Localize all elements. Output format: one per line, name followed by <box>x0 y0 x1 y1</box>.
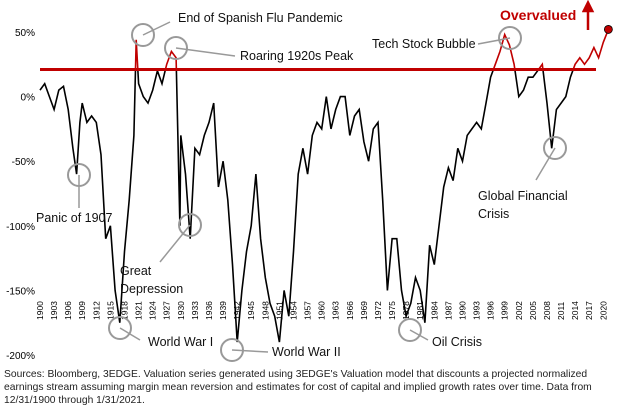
annotation-leader <box>409 329 429 341</box>
y-tick-label: 50% <box>15 28 35 39</box>
latest-point <box>603 25 613 34</box>
annotation-leader <box>175 47 236 57</box>
x-tick-label: 2017 <box>584 301 594 320</box>
annotation-label: Panic of 1907 <box>36 211 112 225</box>
chart: Overvalued 50% 0% -50% -100% -150% -200% 1900 1… <box>6 0 613 362</box>
annotation-circle <box>108 316 132 340</box>
x-tick-label: 1966 <box>345 301 355 320</box>
x-tick-label: 1927 <box>162 301 172 320</box>
x-tick-label: 1930 <box>176 301 186 320</box>
x-tick-label: 1939 <box>218 301 228 320</box>
valuation-line <box>39 69 575 343</box>
x-tick-label: 1945 <box>246 301 256 320</box>
x-tick-label: 1918 <box>119 301 129 320</box>
x-tick-label: 1900 <box>35 301 45 320</box>
x-tick-label: 2008 <box>542 301 552 320</box>
x-tick-label: 1906 <box>63 301 73 320</box>
x-tick-label: 1912 <box>91 301 101 320</box>
annotation-leader <box>477 37 511 45</box>
x-tick-label: 2002 <box>514 301 524 320</box>
x-tick-label: 1951 <box>274 301 284 320</box>
annotation-label: World War I <box>148 335 213 349</box>
source-note: Sources: Bloomberg, 3EDGE. Valuation ser… <box>4 369 592 406</box>
x-tick-label: 1936 <box>204 301 214 320</box>
annotation-leader <box>119 327 141 341</box>
y-tick-label: -50% <box>12 157 35 168</box>
annotation-label: World War II <box>272 345 341 359</box>
x-tick-label: 2011 <box>556 301 566 320</box>
x-tick-label: 2014 <box>570 301 580 320</box>
annotation-circle <box>131 23 155 47</box>
x-tick-label: 1963 <box>331 301 341 320</box>
annotation-leader <box>142 21 171 36</box>
annotation-label: Roaring 1920s Peak <box>240 49 354 63</box>
y-tick-label: -100% <box>6 222 35 233</box>
annotation-circle <box>498 26 522 50</box>
x-tick-label: 1942 <box>232 301 242 320</box>
y-tick-label: 0% <box>21 93 36 104</box>
x-tick-label: 1915 <box>105 301 115 320</box>
overvalued-label: Overvalued <box>500 7 576 23</box>
valuation-line-overvalued <box>134 29 610 70</box>
y-tick-label: -150% <box>6 286 35 297</box>
x-tick-label: 1975 <box>387 301 397 320</box>
x-tick-label: 1954 <box>288 301 298 320</box>
x-tick-label: 1960 <box>317 301 327 320</box>
x-tick-label: 2020 <box>598 301 608 320</box>
x-tick-label: 1981 <box>415 301 425 320</box>
annotation-circle <box>543 136 567 160</box>
x-tick-label: 1969 <box>359 301 369 320</box>
x-tick-label: 1903 <box>49 301 59 320</box>
annotation-label: Global Financial <box>478 189 568 203</box>
x-tick-label: 1972 <box>373 301 383 320</box>
annotation-leader <box>231 349 269 353</box>
annotation-leader <box>159 224 191 263</box>
x-tick-label: 1909 <box>77 301 87 320</box>
annotation-label: Crisis <box>478 207 509 221</box>
x-tick-label: 1996 <box>486 301 496 320</box>
x-tick-label: 2005 <box>528 301 538 320</box>
x-tick-label: 1957 <box>303 301 313 320</box>
annotation-label: Great <box>120 264 152 278</box>
x-tick-label: 1999 <box>500 301 510 320</box>
x-tick-label: 1984 <box>429 301 439 320</box>
annotation-label: Depression <box>120 282 183 296</box>
annotation-label: Oil Crisis <box>432 335 482 349</box>
annotation-label: End of Spanish Flu Pandemic <box>178 11 343 25</box>
annotation-circle <box>178 213 202 237</box>
x-tick-label: 1933 <box>190 301 200 320</box>
annotation-circle <box>164 36 188 60</box>
y-tick-label: -200% <box>6 351 35 362</box>
annotation-circle <box>398 318 422 342</box>
x-tick-label: 1990 <box>457 301 467 320</box>
x-tick-label: 1924 <box>148 301 158 320</box>
x-tick-label: 1987 <box>443 301 453 320</box>
x-tick-label: 1948 <box>260 301 270 320</box>
annotation-label: Tech Stock Bubble <box>372 37 476 51</box>
x-tick-label: 1978 <box>401 301 411 320</box>
x-tick-label: 1921 <box>134 301 144 320</box>
annotation-leader <box>535 147 556 181</box>
x-tick-label: 1993 <box>472 301 482 320</box>
